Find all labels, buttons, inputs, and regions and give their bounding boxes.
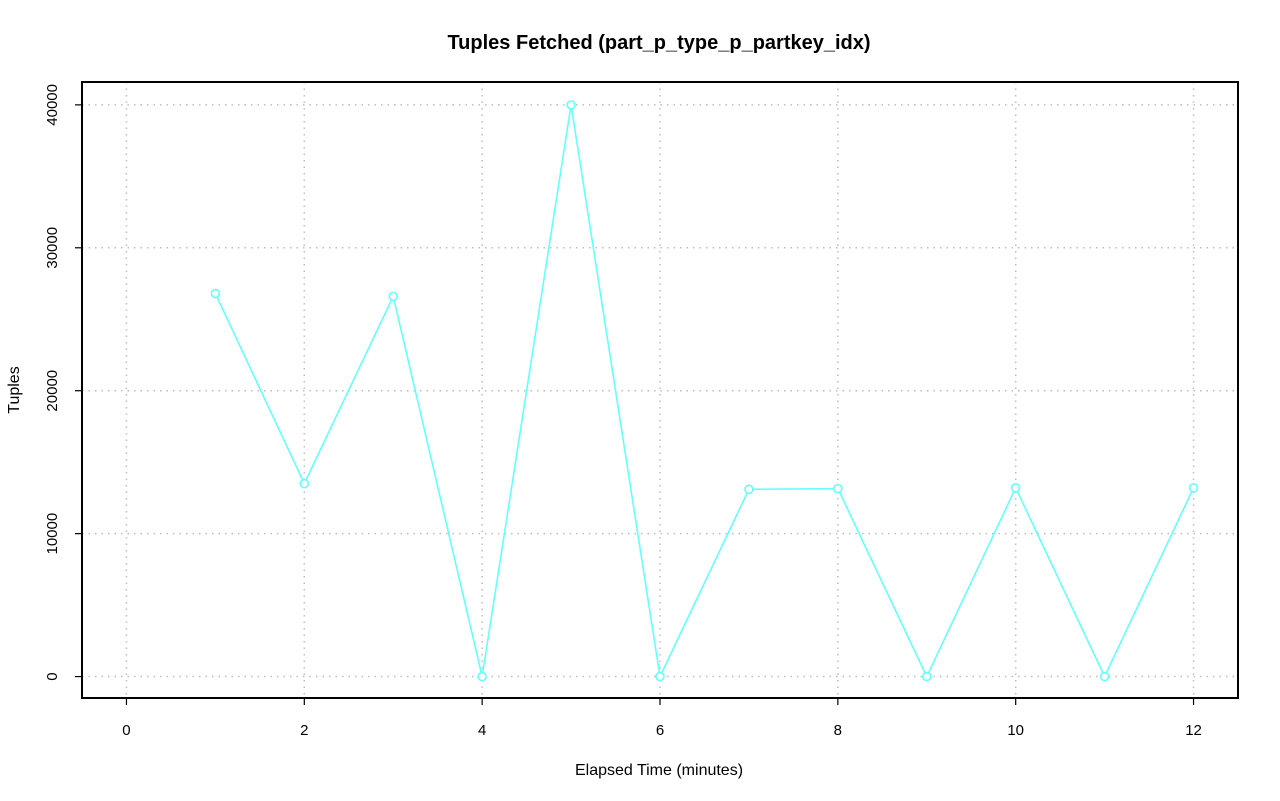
x-tick-label: 12: [1185, 722, 1202, 739]
y-tick-label: 0: [44, 672, 61, 680]
data-point: [655, 671, 665, 682]
x-tick-label: 0: [122, 722, 130, 739]
x-tick-label: 2: [300, 722, 308, 739]
x-tick-label: 6: [656, 722, 664, 739]
y-tick-label: 30000: [44, 227, 61, 269]
y-tick-label: 40000: [44, 84, 61, 126]
data-point: [1188, 483, 1199, 493]
grid: [82, 82, 1238, 698]
data-point: [744, 484, 754, 495]
data-point: [388, 291, 399, 302]
series-line: [214, 104, 1195, 680]
data-point: [1010, 483, 1021, 493]
x-axis: 0 2 4 6 8 10 12: [122, 698, 1202, 739]
y-axis: 0 10000 20000 30000 40000: [44, 84, 82, 681]
x-tick-label: 8: [834, 722, 842, 739]
x-tick-label: 4: [478, 722, 486, 739]
data-point: [477, 671, 487, 682]
chart-title: Tuples Fetched (part_p_type_p_partkey_id…: [447, 32, 870, 54]
x-tick-label: 10: [1007, 722, 1024, 739]
y-tick-label: 10000: [44, 513, 61, 555]
data-point: [833, 483, 843, 494]
y-axis-label: Tuples: [6, 366, 23, 413]
data-point: [566, 100, 576, 110]
data-point: [210, 288, 221, 299]
data-point: [299, 478, 310, 489]
series-layer: [210, 100, 1199, 682]
data-point: [1099, 671, 1110, 682]
y-tick-label: 20000: [44, 370, 61, 412]
x-axis-label: Elapsed Time (minutes): [575, 762, 743, 779]
data-point: [921, 671, 932, 682]
